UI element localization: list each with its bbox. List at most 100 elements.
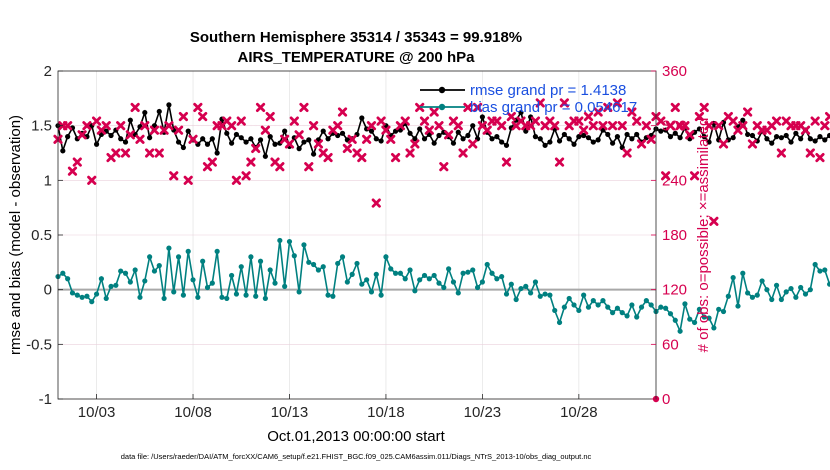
assimilated-marker (718, 139, 729, 149)
assimilated-marker (149, 125, 160, 135)
data-point (571, 141, 577, 147)
assimilated-marker (800, 125, 811, 135)
data-point (701, 314, 707, 320)
data-point (378, 292, 384, 298)
data-point (330, 293, 336, 299)
data-point (118, 136, 124, 142)
possible-marker (674, 124, 677, 127)
assimilated-marker (415, 102, 425, 113)
data-point (175, 139, 182, 145)
data-point (108, 132, 114, 139)
x-tick-label: 10/03 (78, 404, 116, 421)
data-point (257, 258, 264, 264)
possible-marker (664, 124, 667, 127)
data-point (624, 131, 630, 138)
data-point (812, 138, 818, 144)
data-marks (53, 98, 830, 403)
x-tick-label: 10/08 (174, 404, 212, 421)
assimilated-marker (709, 216, 719, 226)
possible-marker (640, 124, 643, 127)
possible-marker (90, 124, 93, 127)
assimilated-marker (188, 134, 198, 144)
assimilated-marker (246, 157, 256, 167)
possible-marker (809, 124, 812, 127)
possible-marker (196, 124, 199, 127)
data-point (701, 134, 707, 140)
assimilated-marker (101, 121, 111, 131)
data-point (537, 293, 543, 299)
data-point (547, 292, 553, 298)
data-point (740, 270, 746, 276)
data-point (127, 279, 133, 285)
data-point (817, 134, 823, 140)
possible-marker (187, 124, 190, 127)
data-point (267, 134, 273, 140)
possible-marker (404, 124, 407, 127)
data-point (460, 136, 466, 142)
assimilated-marker (255, 102, 266, 113)
assimilated-marker (444, 130, 454, 140)
data-point (773, 134, 780, 140)
data-point (745, 290, 751, 296)
possible-marker (597, 124, 600, 127)
assimilated-marker (400, 116, 410, 126)
data-point (204, 284, 211, 291)
x-axis-label: Oct.01,2013 00:00:00 start (267, 428, 445, 445)
assimilated-marker (665, 121, 676, 131)
possible-marker (394, 124, 397, 127)
y-right-tick-label: 360 (662, 63, 687, 80)
assimilated-marker (294, 130, 304, 140)
possible-marker (302, 124, 306, 127)
possible-marker (732, 124, 735, 127)
y-left-tick-label: 1 (44, 172, 52, 189)
possible-marker (225, 124, 228, 127)
data-point (446, 266, 452, 272)
y-right-tick-label: 0 (662, 391, 670, 408)
possible-marker (423, 124, 426, 127)
data-point (248, 136, 254, 142)
assimilated-marker (120, 148, 131, 158)
possible-marker (138, 124, 142, 127)
assimilated-marker (265, 111, 275, 122)
possible-marker (630, 124, 633, 127)
assimilated-marker (689, 171, 700, 181)
data-point (147, 254, 153, 260)
data-point (156, 263, 162, 269)
data-point (672, 130, 678, 136)
data-point (388, 266, 394, 272)
data-point (180, 292, 186, 298)
data-point (827, 132, 830, 139)
data-point (238, 264, 244, 270)
data-point (421, 272, 428, 279)
data-file-footnote: data file: /Users/raeder/DAI/ATM_forcXX/… (121, 452, 592, 461)
series-bias-dot (55, 237, 830, 334)
data-point (619, 310, 625, 316)
assimilated-marker (815, 152, 825, 163)
y-left-tick-label: -0.5 (26, 336, 52, 353)
data-point (214, 248, 220, 254)
possible-marker (698, 124, 701, 127)
assimilated-marker (501, 157, 512, 167)
data-point (175, 254, 182, 260)
data-point (749, 132, 756, 139)
data-point (556, 319, 563, 326)
possible-marker (736, 124, 740, 127)
possible-marker (134, 124, 137, 127)
data-point (489, 136, 495, 142)
data-point (667, 134, 674, 140)
data-point (426, 276, 432, 282)
data-point (315, 267, 322, 273)
data-point (532, 279, 539, 285)
data-point (69, 290, 76, 296)
possible-marker (418, 124, 421, 127)
assimilated-marker (699, 102, 709, 113)
data-point (209, 280, 215, 286)
data-point (638, 304, 645, 310)
data-point (118, 268, 124, 274)
data-point (310, 151, 317, 157)
possible-marker (172, 124, 175, 127)
possible-marker (148, 124, 151, 127)
possible-marker (447, 124, 450, 127)
possible-marker (558, 124, 561, 127)
